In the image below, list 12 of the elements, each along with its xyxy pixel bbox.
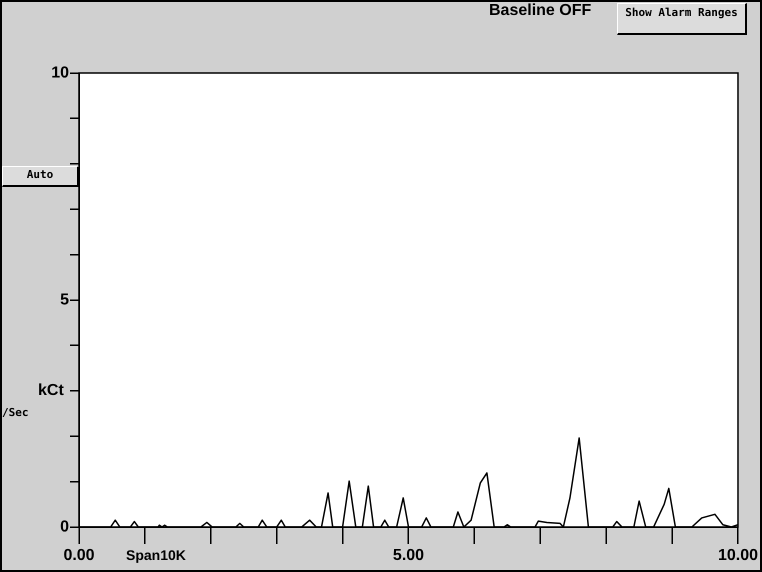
text: Span10K: [126, 547, 186, 563]
y-axis-title: kCt: [38, 382, 64, 400]
x-tick-label: 0.00: [63, 547, 95, 564]
x-tick-label: 10.00: [718, 547, 758, 564]
y-tick-label: 0: [60, 518, 70, 536]
y-tick-label: 10: [51, 64, 70, 82]
text: /Sec: [2, 406, 28, 419]
text: Show Alarm Ranges: [617, 3, 747, 35]
text: Baseline OFF: [489, 2, 592, 20]
x-tick-label: 5.00: [392, 547, 424, 564]
text: Auto: [2, 166, 79, 187]
y-tick-label: 5: [60, 291, 70, 308]
